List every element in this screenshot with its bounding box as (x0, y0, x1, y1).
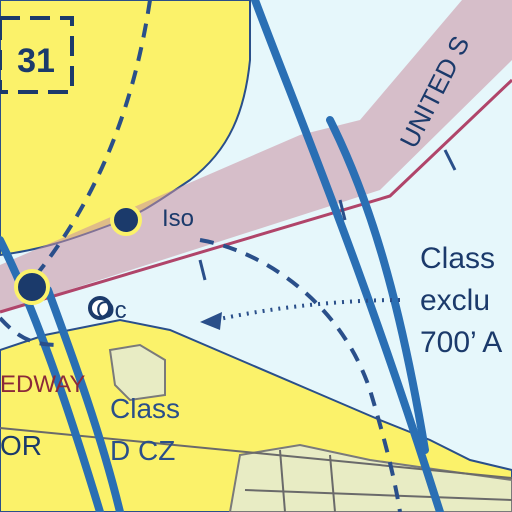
boundary-ticks (198, 149, 457, 281)
label-iso: Iso (162, 205, 194, 232)
beacon-oc: Oc (88, 296, 127, 324)
airspace-note-line2: exclu (420, 284, 490, 317)
partial-label-left: OR (0, 430, 42, 461)
beacon-iso: Iso (110, 204, 194, 236)
dotted-arrow (200, 298, 401, 330)
airspace-note: Class exclu 700’ A (420, 242, 502, 359)
airspace-note-line3: 700’ A (420, 326, 502, 359)
speedway-label: EDWAY (0, 371, 85, 398)
beacon-left (14, 269, 50, 305)
class-d-label: Class D CZ (110, 393, 180, 466)
class-d-line2: D CZ (110, 435, 175, 466)
class-d-line1: Class (110, 393, 180, 424)
airspace-ring (0, 0, 402, 512)
boundary-line (0, 78, 512, 314)
airway-lines (0, 0, 444, 512)
route-shield-number: 31 (17, 42, 55, 80)
route-shield: 31 (0, 16, 74, 94)
airspace-note-line1: Class (420, 242, 495, 275)
label-oc: Oc (96, 297, 127, 324)
